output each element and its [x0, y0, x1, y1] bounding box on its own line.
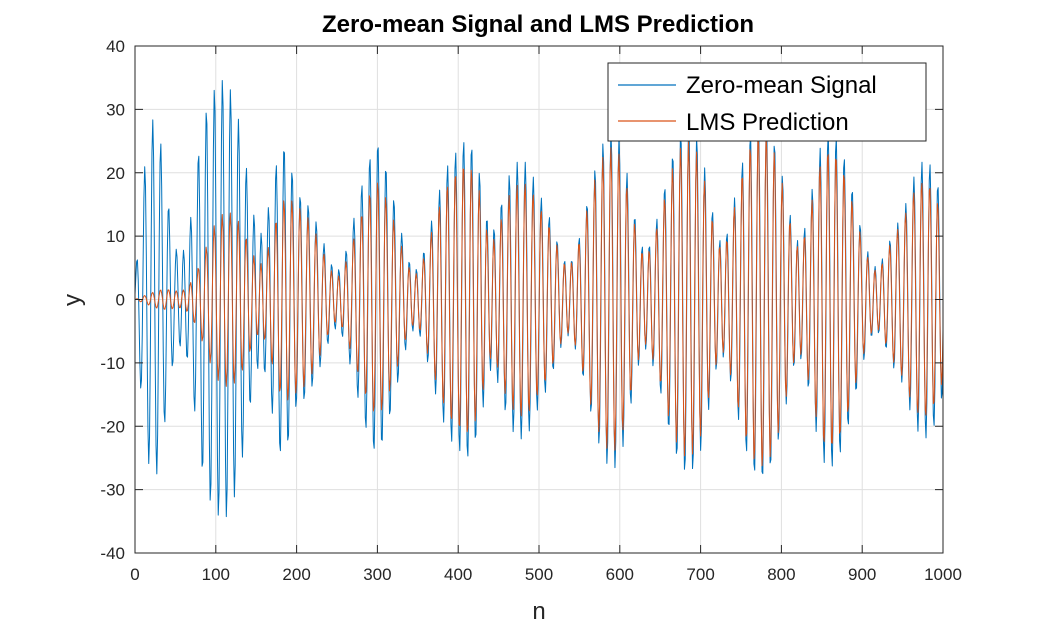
- series-layer: [134, 79, 944, 518]
- y-tick-label: 30: [106, 100, 125, 119]
- legend-label-zero-mean-signal: Zero-mean Signal: [686, 72, 877, 99]
- x-tick-labels: 0 100 200 300 400 500 600 700 800 900 1000: [130, 565, 962, 584]
- x-tick-label: 300: [363, 565, 391, 584]
- x-tick-label: 100: [202, 565, 230, 584]
- y-tick-label: -40: [100, 544, 125, 563]
- x-tick-label: 800: [767, 565, 795, 584]
- legend[interactable]: Zero-mean Signal LMS Prediction: [607, 62, 927, 142]
- x-tick-label: 400: [444, 565, 472, 584]
- y-axis-label: y: [59, 294, 86, 306]
- x-tick-label: 1000: [924, 565, 962, 584]
- y-tick-label: -10: [100, 354, 125, 373]
- x-tick-label: 500: [525, 565, 553, 584]
- x-tick-label: 700: [686, 565, 714, 584]
- x-tick-label: 900: [848, 565, 876, 584]
- y-tick-label: 20: [106, 164, 125, 183]
- y-tick-label: -30: [100, 481, 125, 500]
- legend-box: [607, 62, 927, 142]
- y-tick-label: 10: [106, 227, 125, 246]
- lms-prediction-line: [134, 134, 944, 467]
- y-tick-label: -20: [100, 417, 125, 436]
- x-tick-label: 0: [130, 565, 139, 584]
- x-tick-label: 200: [282, 565, 310, 584]
- x-axis-label: n: [532, 598, 545, 625]
- chart-title: Zero-mean Signal and LMS Prediction: [322, 11, 754, 38]
- x-tick-label: 600: [606, 565, 634, 584]
- y-tick-labels: 40 30 20 10 0 -10 -20 -30 -40: [100, 37, 125, 563]
- ticks: [134, 45, 944, 554]
- y-tick-label: 40: [106, 37, 125, 56]
- y-tick-label: 0: [116, 291, 125, 310]
- legend-label-lms-prediction: LMS Prediction: [686, 109, 849, 136]
